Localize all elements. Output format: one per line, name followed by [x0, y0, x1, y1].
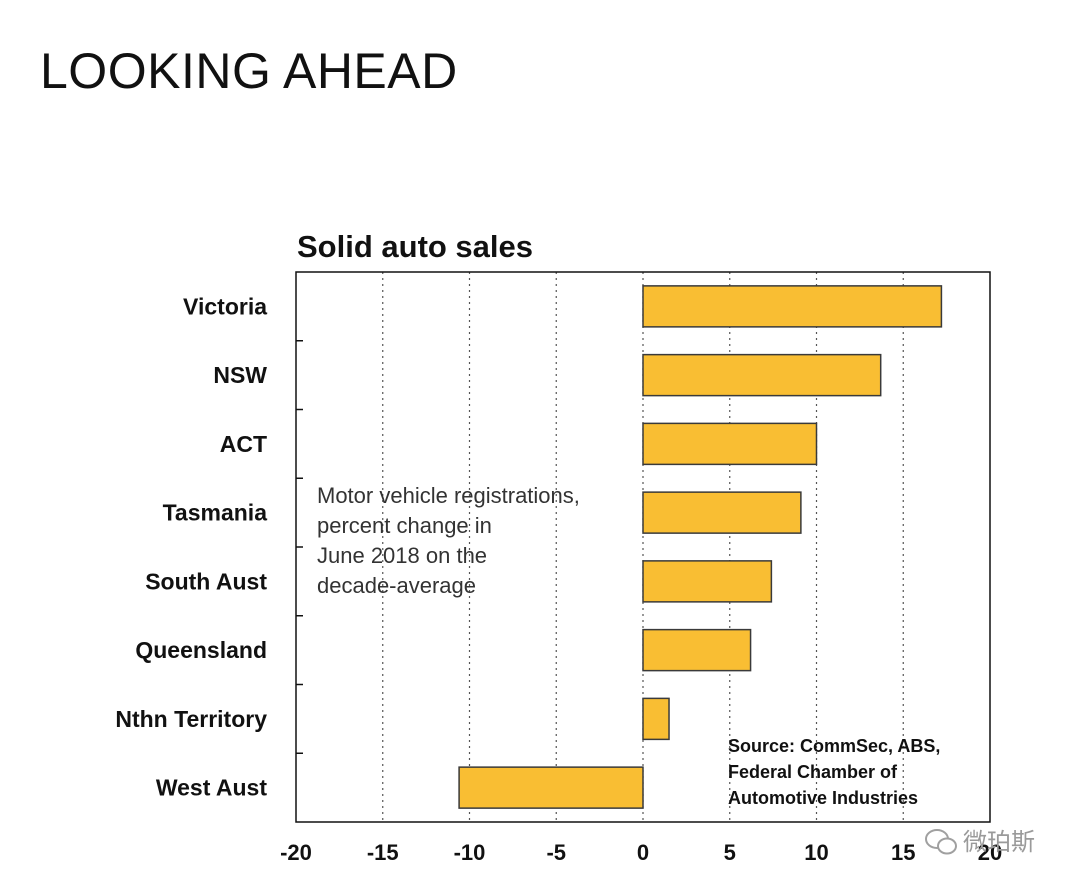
category-label: South Aust [145, 568, 267, 594]
chart-title: Solid auto sales [297, 229, 534, 264]
y-tick-marks [296, 340, 303, 754]
bar-queensland [642, 628, 752, 672]
watermark-text: 微珀斯 [963, 828, 1035, 856]
x-tick-label: 5 [724, 840, 736, 865]
category-label: Tasmania [163, 500, 268, 526]
x-tick-label: -5 [546, 840, 566, 865]
x-tick-label: 15 [891, 840, 915, 865]
bar-nsw [642, 353, 882, 397]
source-line: Federal Chamber of [728, 762, 898, 782]
category-label: NSW [213, 362, 267, 388]
bar-tasmania [642, 491, 802, 534]
bar-south-aust [642, 560, 773, 603]
category-label: West Aust [156, 775, 268, 801]
x-tick-label: -10 [454, 840, 486, 865]
x-tick-label: 0 [637, 840, 649, 865]
annotation-line: decade-average [317, 573, 476, 598]
annotation-line: Motor vehicle registrations, [317, 483, 580, 508]
x-tick-label: -20 [280, 840, 312, 865]
page-title: LOOKING AHEAD [40, 43, 458, 99]
chart-annotation: Motor vehicle registrations, percent chan… [317, 483, 580, 598]
wechat-icon [925, 829, 957, 855]
x-tick-label: 10 [804, 840, 828, 865]
category-label: Victoria [183, 293, 267, 319]
bar-west-aust [458, 766, 644, 809]
chart-source-note: Source: CommSec, ABS, Federal Chamber of A… [728, 736, 940, 808]
bar-nthn-territory [642, 697, 670, 741]
x-tick-label: -15 [367, 840, 399, 865]
x-tick-label: 20 [978, 840, 1002, 865]
watermark: 微珀斯 [925, 828, 1035, 856]
category-label: Queensland [135, 637, 267, 663]
category-labels: Victoria NSW ACT Tasmania South Aust Queensla… [115, 293, 267, 800]
category-label: Nthn Territory [115, 706, 267, 732]
source-line: Source: CommSec, ABS, [728, 736, 940, 756]
bar-victoria [642, 285, 943, 328]
bar-act [642, 422, 818, 466]
annotation-line: percent change in [317, 513, 492, 538]
category-label: ACT [220, 431, 267, 457]
annotation-line: June 2018 on the [317, 543, 487, 568]
x-tick-labels: -20 -15 -10 -5 0 5 10 15 20 [280, 840, 1002, 865]
source-line: Automotive Industries [728, 788, 918, 808]
bars [458, 285, 943, 809]
